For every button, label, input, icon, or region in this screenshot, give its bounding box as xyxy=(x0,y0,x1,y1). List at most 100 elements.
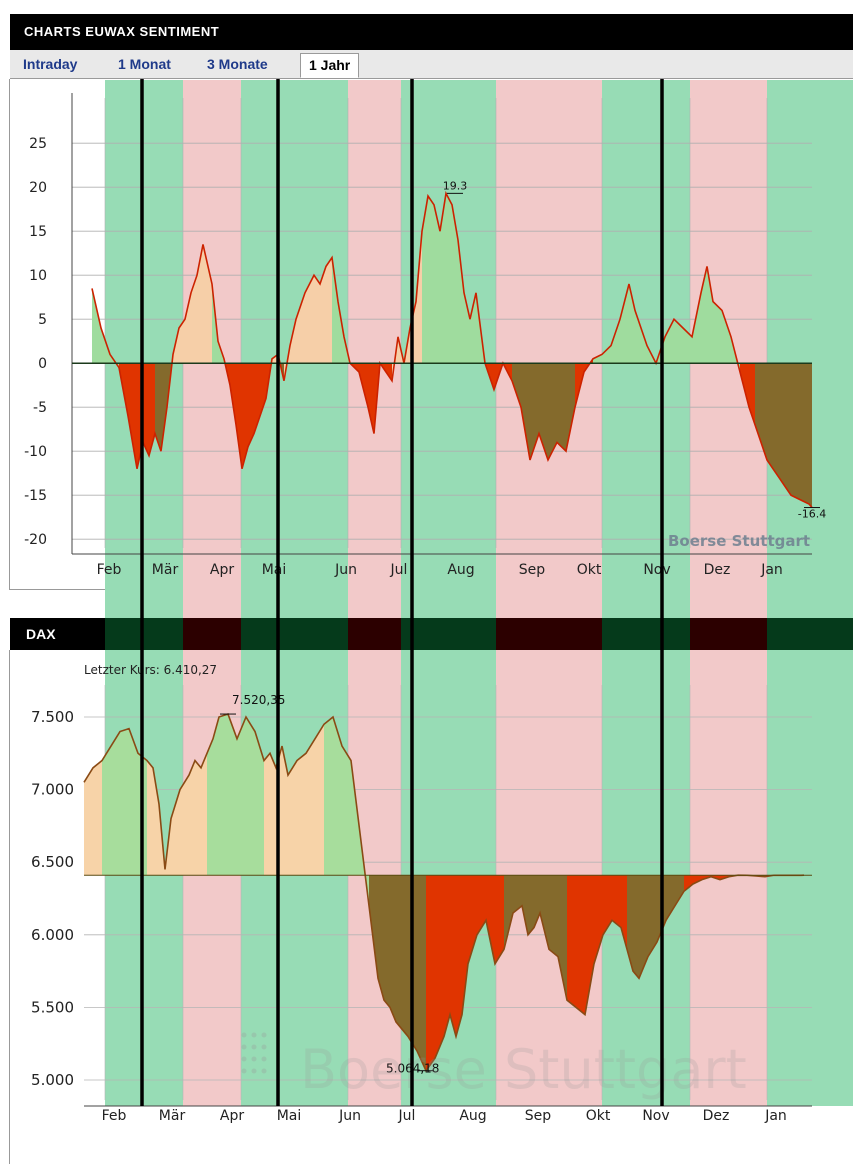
dax-area xyxy=(324,717,333,876)
sentiment-area xyxy=(338,301,344,364)
dax-area xyxy=(102,746,111,876)
dax-area xyxy=(207,738,213,876)
sentiment-line xyxy=(91,190,813,509)
dax-area xyxy=(648,875,657,957)
sentiment-area xyxy=(683,328,692,364)
sentiment-area xyxy=(242,363,248,469)
dax-header-band xyxy=(105,618,183,650)
x-tick-label: Nov xyxy=(642,1108,669,1124)
dax-area xyxy=(351,760,360,876)
sentiment-area xyxy=(785,363,791,496)
tab-1-monat[interactable]: 1 Monat xyxy=(118,56,171,72)
dax-area xyxy=(513,875,522,914)
sentiment-area xyxy=(248,363,254,447)
watermark-dot xyxy=(241,1068,247,1074)
dax-area xyxy=(549,875,558,957)
sentiment-area xyxy=(326,257,332,364)
sentiment-area xyxy=(548,363,557,460)
dax-area xyxy=(189,760,195,876)
dax-area xyxy=(390,875,396,1022)
sentiment-area xyxy=(191,275,197,364)
sentiment-area xyxy=(566,363,575,452)
x-tick-label: Nov xyxy=(643,562,670,578)
sentiment-area xyxy=(722,310,731,364)
watermark-dot xyxy=(251,1056,257,1062)
dax-area xyxy=(504,875,513,950)
y-tick-label: 6.000 xyxy=(31,926,74,944)
tab-intraday[interactable]: Intraday xyxy=(23,56,78,72)
x-tick-label: Dez xyxy=(703,1108,730,1124)
dax-area xyxy=(153,767,159,876)
dax-area xyxy=(462,875,468,1015)
dax-header-band xyxy=(183,618,241,650)
dax-area xyxy=(522,875,528,935)
y-tick-label: -10 xyxy=(24,444,47,460)
dax-area xyxy=(639,875,648,979)
tab-3-monate[interactable]: 3 Monate xyxy=(207,56,268,72)
dax-area xyxy=(120,728,129,876)
sentiment-area xyxy=(464,292,470,364)
sentiment-area xyxy=(422,196,428,364)
dax-area xyxy=(684,875,693,892)
x-tick-label: Mai xyxy=(277,1108,302,1124)
sentiment-area xyxy=(92,288,101,364)
x-tick-label: Dez xyxy=(704,562,731,578)
x-tick-label: Aug xyxy=(447,562,474,578)
x-tick-label: Mär xyxy=(159,1108,186,1124)
dax-area xyxy=(417,875,426,1071)
x-tick-label: Sep xyxy=(519,562,546,578)
dax-area xyxy=(270,753,276,876)
dax-area xyxy=(402,875,408,1037)
sentiment-area xyxy=(368,363,374,434)
sentiment-area xyxy=(791,363,800,500)
x-tick-label: Jan xyxy=(764,1108,787,1124)
dax-area xyxy=(306,738,315,876)
watermark-dot xyxy=(241,1044,247,1050)
sentiment-area xyxy=(386,363,392,381)
sentiment-area xyxy=(611,319,620,364)
dax-area xyxy=(378,875,384,1001)
tab-1-jahr[interactable]: 1 Jahr xyxy=(300,53,360,78)
sentiment-area xyxy=(800,363,809,504)
sentiment-area xyxy=(530,363,539,460)
sentiment-area xyxy=(197,244,203,364)
dax-area xyxy=(315,724,324,876)
dax-area xyxy=(246,717,255,876)
dax-area xyxy=(201,753,207,876)
dax-area xyxy=(435,875,444,1059)
dax-area xyxy=(84,767,93,876)
dax-area xyxy=(426,875,435,1071)
sentiment-area xyxy=(434,204,440,364)
x-tick-label: Feb xyxy=(102,1108,127,1124)
sentiment-area xyxy=(440,193,446,364)
sentiment-area xyxy=(230,363,236,425)
dax-area xyxy=(282,746,288,876)
dax-area xyxy=(534,875,540,928)
x-tick-label: Jul xyxy=(390,562,408,578)
dax-header-band xyxy=(241,618,348,650)
sentiment-area xyxy=(179,319,185,364)
sentiment-area xyxy=(452,204,458,364)
sentiment-area xyxy=(602,345,611,364)
sentiment-area xyxy=(428,196,434,364)
x-tick-label: Apr xyxy=(210,562,234,578)
y-tick-label: 7.000 xyxy=(31,781,74,799)
watermark-dot xyxy=(251,1032,257,1038)
sentiment-area xyxy=(149,363,155,456)
dax-area xyxy=(675,875,684,906)
y-tick-label: 25 xyxy=(29,136,47,152)
sentiment-header: CHARTS EUWAX SENTIMENT xyxy=(10,14,853,50)
dax-area xyxy=(264,753,270,876)
y-tick-label: 6.500 xyxy=(31,853,74,871)
sentiment-area xyxy=(128,363,137,469)
sentiment-area xyxy=(236,363,242,469)
y-tick-label: 15 xyxy=(29,224,47,240)
y-tick-label: 5 xyxy=(38,312,47,328)
dax-header-band xyxy=(348,618,401,650)
sentiment-area xyxy=(521,363,530,460)
last-price-label: Letzter Kurs: 6.410,27 xyxy=(84,663,217,677)
dax-area xyxy=(93,760,102,876)
dax-area xyxy=(255,731,264,876)
dax-area xyxy=(612,875,621,928)
sentiment-area xyxy=(446,193,452,364)
